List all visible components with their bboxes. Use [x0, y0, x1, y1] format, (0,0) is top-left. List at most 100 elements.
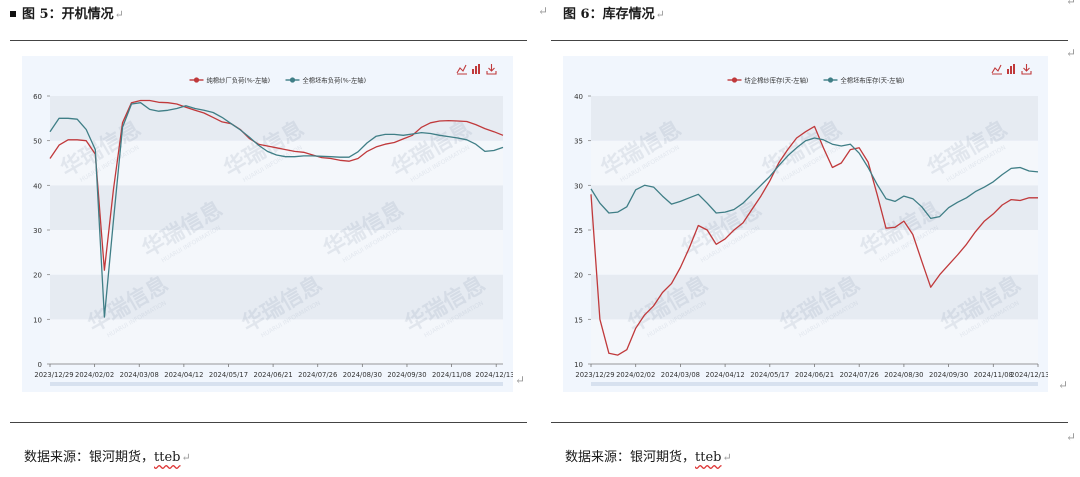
legend: 纯棉纱厂负荷(%-左轴) 全棉坯布负荷(%-左轴) — [189, 76, 367, 85]
legend-label: 纯棉纱厂负荷(%-左轴) — [207, 76, 271, 85]
paragraph-mark-icon: ↵ — [1066, 46, 1077, 60]
figure-5-title: 图 5：开机情况↵ — [10, 3, 124, 22]
bar-chart-icon[interactable] — [472, 64, 480, 74]
x-tick-label: 2024/04/12 — [706, 371, 745, 379]
x-tick-label: 2024/02/02 — [616, 371, 655, 379]
x-tick-label: 2024/11/08 — [432, 371, 471, 379]
x-tick-label: 2024/09/30 — [387, 371, 426, 379]
grid-band — [50, 185, 503, 230]
y-tick-label: 25 — [574, 227, 583, 235]
x-tick-label: 2023/12/29 — [34, 371, 73, 379]
figure-5-chart: 华瑞信息 HUARUI INFORMATION 华瑞信息 HUARUI INFORMA… — [22, 56, 515, 392]
figure-6-source: 数据来源：银河期货，tteb↵ — [565, 446, 732, 465]
series-line-1 — [49, 99, 504, 271]
y-tick-label: 35 — [574, 138, 583, 146]
y-tick-label: 30 — [33, 227, 42, 235]
figure-6-title: 图 6：库存情况↵ — [563, 3, 665, 22]
y-tick-label: 20 — [574, 272, 583, 280]
paragraph-mark-icon: ↵ — [181, 451, 191, 464]
x-tick-label: 2024/05/17 — [209, 371, 248, 379]
line-chart-icon[interactable] — [456, 64, 467, 75]
paragraph-mark-icon: ↵ — [655, 8, 665, 21]
figure-5-bottom-rule — [10, 422, 527, 423]
legend-swatch-marker — [827, 77, 834, 83]
figure-5-source-brand: tteb — [154, 450, 181, 465]
y-tick-label: 40 — [33, 182, 42, 190]
bar-chart-glyph — [478, 64, 480, 74]
grid-band — [50, 230, 503, 275]
zoom-slider-track — [591, 382, 1038, 386]
line-chart-icon[interactable] — [991, 64, 1002, 75]
legend-swatch-marker — [289, 77, 296, 83]
y-tick-label: 0 — [38, 361, 42, 369]
y-tick-label: 60 — [33, 93, 42, 101]
paragraph-mark-icon: ↵ — [1066, 0, 1077, 8]
x-tick-label: 2024/12/13 — [475, 371, 513, 379]
x-tick-label: 2024/08/30 — [884, 371, 923, 379]
bullet-marker — [10, 10, 16, 17]
download-icon[interactable] — [1021, 64, 1032, 75]
figure-6-title-text: 图 6：库存情况 — [563, 7, 655, 22]
chart-toolbar — [991, 64, 1032, 75]
x-tick-label: 2024/07/26 — [840, 371, 879, 379]
legend-swatch-marker — [731, 77, 738, 83]
bar-chart-glyph — [1010, 66, 1012, 74]
figure-5-title-text: 图 5：开机情况 — [22, 7, 114, 22]
x-tick-label: 2023/12/29 — [575, 371, 614, 379]
figure-6-chart: 华瑞信息 HUARUI INFORMATION 华瑞信息 HUARUI INFORMA… — [563, 56, 1050, 392]
grid-band — [591, 274, 1038, 320]
paragraph-mark-icon: ↵ — [1066, 430, 1077, 444]
bar-chart-glyph — [1007, 69, 1009, 74]
y-tick-label: 20 — [33, 272, 42, 280]
download-icon[interactable] — [486, 64, 497, 75]
paragraph-mark-icon: ↵ — [722, 451, 732, 464]
series-line-1 — [590, 125, 1038, 356]
x-tick-label: 2024/07/26 — [298, 371, 337, 379]
y-tick-label: 40 — [574, 93, 583, 101]
grid-band — [591, 96, 1038, 141]
paragraph-mark-icon: ↵ — [1058, 378, 1069, 392]
x-tick-label: 2024/11/08 — [974, 371, 1013, 379]
x-tick-label: 2024/09/30 — [929, 371, 968, 379]
bar-chart-glyph — [472, 69, 474, 74]
y-tick-label: 50 — [33, 138, 42, 146]
download-tray — [1021, 71, 1032, 75]
bar-chart-glyph — [1013, 64, 1015, 74]
x-tick-label: 2024/06/21 — [254, 371, 293, 379]
download-arrow-head — [488, 67, 495, 72]
line-chart-glyph — [991, 64, 1002, 74]
x-tick-label: 2024/03/08 — [661, 371, 700, 379]
grid-band — [50, 274, 503, 320]
legend-label: 纺企棉纱库存(天-左轴) — [745, 76, 809, 85]
legend-label: 全棉坯布负荷(%-左轴) — [303, 76, 367, 85]
y-tick-label: 15 — [574, 316, 583, 324]
figure-5-top-rule — [10, 40, 527, 41]
figure-5-source-prefix: 数据来源：银河期货， — [24, 450, 155, 465]
figure-6-top-rule — [551, 40, 1068, 41]
series-line-2 — [590, 137, 1039, 220]
legend: 纺企棉纱库存(天-左轴) 全棉坯布库存(天-左轴) — [727, 76, 905, 85]
x-tick-label: 2024/04/12 — [164, 371, 203, 379]
figure-5-source: 数据来源：银河期货，tteb↵ — [24, 446, 191, 465]
y-tick-label: 10 — [33, 316, 42, 324]
bar-chart-glyph — [475, 66, 477, 74]
download-arrow-head — [1023, 67, 1030, 72]
x-tick-label: 2024/03/08 — [120, 371, 159, 379]
paragraph-mark-icon: ↵ — [114, 8, 124, 21]
y-tick-label: 10 — [574, 361, 583, 369]
x-tick-label: 2024/02/02 — [75, 371, 114, 379]
line-chart-glyph — [456, 64, 467, 74]
grid-band — [591, 185, 1038, 230]
figure-6-bottom-rule — [551, 422, 1068, 423]
grid-band — [591, 319, 1038, 364]
series-line-2 — [49, 102, 504, 318]
paragraph-mark-icon: ↵ — [515, 373, 526, 387]
download-tray — [486, 71, 497, 75]
figure-6-source-prefix: 数据来源：银河期货， — [565, 450, 696, 465]
bar-chart-icon[interactable] — [1007, 64, 1015, 74]
legend-label: 全棉坯布库存(天-左轴) — [841, 76, 905, 85]
x-tick-label: 2024/08/30 — [343, 371, 382, 379]
y-tick-label: 30 — [574, 182, 583, 190]
